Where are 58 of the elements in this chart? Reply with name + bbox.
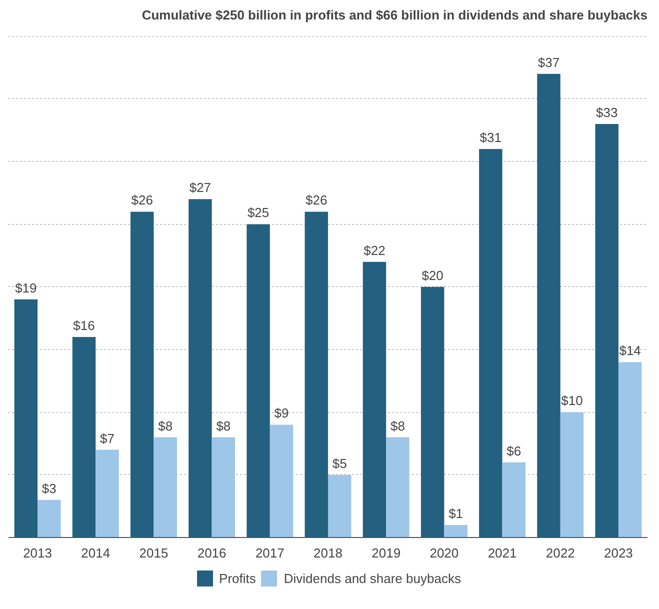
bar xyxy=(420,286,444,538)
data-label: $1 xyxy=(448,506,464,521)
x-tick-label: 2022 xyxy=(546,546,575,560)
data-label: $6 xyxy=(506,443,522,458)
data-label: $8 xyxy=(216,418,231,434)
data-label: $26 xyxy=(306,192,328,208)
data-label: $14 xyxy=(619,343,641,358)
bar xyxy=(386,437,410,538)
data-label: $8 xyxy=(390,418,405,434)
data-label: $25 xyxy=(247,205,270,220)
data-label: $19 xyxy=(15,280,37,296)
x-tick-label: 2013 xyxy=(23,546,52,560)
bar xyxy=(444,524,468,538)
bar xyxy=(618,362,642,538)
x-tick-label: 2018 xyxy=(314,546,342,560)
chart-title: Cumulative $250 billion in profits and $66 billion in dividends and share buybacks xyxy=(142,8,648,22)
bar xyxy=(537,74,560,538)
bar xyxy=(328,474,352,538)
data-label: $5 xyxy=(332,456,347,471)
bar xyxy=(560,412,584,538)
x-tick-label: 2020 xyxy=(430,546,459,560)
bar xyxy=(212,437,236,538)
x-tick-label: 2023 xyxy=(604,546,633,560)
x-tick-label: 2017 xyxy=(255,546,284,560)
data-label: $9 xyxy=(274,406,289,421)
bar xyxy=(38,500,61,538)
data-label: $37 xyxy=(538,54,560,70)
x-tick-label: 2016 xyxy=(197,546,226,560)
data-label: $22 xyxy=(364,242,386,258)
bar xyxy=(130,212,154,538)
bar xyxy=(154,437,177,538)
bar xyxy=(14,299,38,538)
x-tick-label: 2015 xyxy=(139,546,168,560)
data-label: $27 xyxy=(189,180,212,196)
data-label: $7 xyxy=(100,430,114,446)
legend-label: Dividends and share buybacks xyxy=(284,570,461,586)
bar xyxy=(188,199,212,538)
data-label: $26 xyxy=(131,192,153,208)
data-label: $16 xyxy=(73,318,95,334)
bar xyxy=(362,262,386,538)
bar xyxy=(502,462,526,538)
data-label: $20 xyxy=(422,268,444,283)
bar xyxy=(270,424,294,538)
data-label: $31 xyxy=(480,130,502,146)
bar xyxy=(304,212,328,538)
data-label: $33 xyxy=(596,104,618,120)
bar xyxy=(246,224,270,538)
x-tick-label: 2019 xyxy=(372,546,401,560)
bar xyxy=(96,450,119,538)
bar xyxy=(595,124,618,538)
bar xyxy=(72,337,96,538)
bar xyxy=(479,149,502,538)
x-tick-label: 2014 xyxy=(81,546,110,560)
x-tick-label: 2021 xyxy=(488,546,517,560)
data-label: $8 xyxy=(158,418,173,434)
data-label: $10 xyxy=(561,393,583,408)
legend-label: Profits xyxy=(219,570,256,586)
data-label: $3 xyxy=(42,480,56,496)
